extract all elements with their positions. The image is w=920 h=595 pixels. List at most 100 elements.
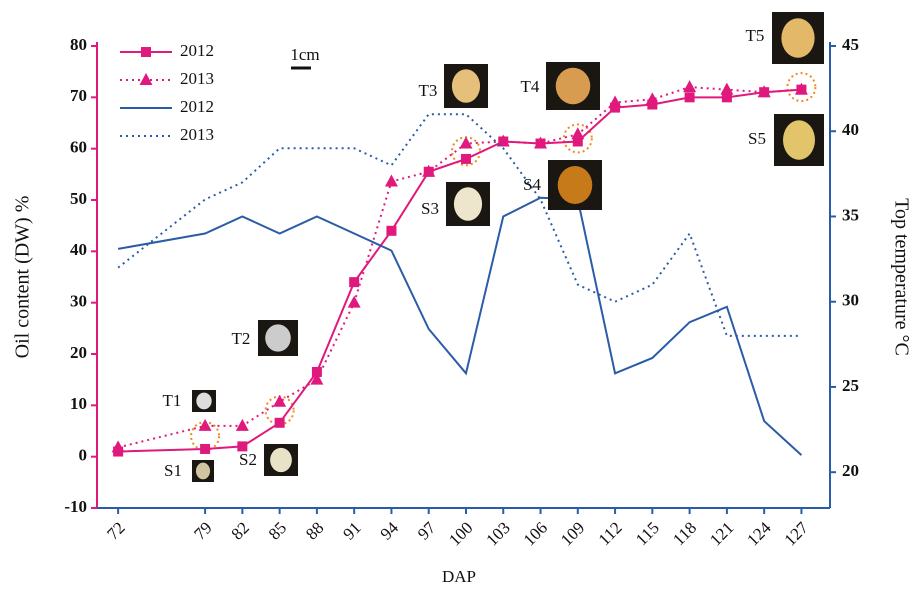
x-tick-label: 103	[482, 518, 513, 549]
legend-marker	[141, 47, 151, 57]
legend-label: 2012	[180, 97, 214, 116]
point	[794, 82, 808, 95]
y-tick-label: 20	[70, 343, 87, 362]
x-tick-label: 100	[445, 518, 476, 549]
legend-marker	[139, 73, 153, 85]
annotation: S1	[164, 461, 182, 480]
x-tick-label: 85	[265, 518, 290, 543]
point	[273, 394, 287, 407]
point	[645, 92, 659, 105]
y2-tick-label: 20	[842, 461, 859, 480]
point	[610, 102, 621, 113]
point	[386, 225, 397, 236]
x-axis-label: DAP	[442, 567, 476, 586]
point	[608, 95, 622, 108]
x-tick-label: 88	[302, 518, 327, 543]
seed	[783, 120, 815, 160]
y-tick-label: 50	[70, 189, 87, 208]
point	[721, 92, 732, 103]
x-tick-label: 118	[669, 518, 700, 549]
y-tick-label: 10	[70, 394, 87, 413]
annotation: 1cm	[290, 45, 319, 64]
point	[572, 136, 583, 147]
annotation: S4	[523, 175, 541, 194]
point	[311, 366, 322, 377]
y2-tick-label: 35	[842, 205, 859, 224]
point	[198, 418, 212, 431]
x-tick-label: 72	[103, 518, 128, 543]
point	[683, 80, 697, 93]
series-line	[118, 88, 802, 453]
annotation: T1	[163, 391, 182, 410]
x-tick-label: 112	[595, 518, 626, 549]
seed	[270, 447, 292, 473]
x-tick-label: 124	[743, 518, 775, 550]
point	[384, 174, 398, 187]
y-tick-label: 70	[70, 86, 87, 105]
point	[496, 134, 510, 147]
y2-tick-label: 30	[842, 291, 859, 310]
highlight-circle	[562, 123, 593, 154]
x-tick-label: 97	[414, 518, 440, 544]
annotation: T3	[419, 81, 438, 100]
x-tick-label: 91	[339, 518, 364, 543]
point	[274, 417, 285, 428]
point	[684, 92, 695, 103]
y-tick-label: -10	[64, 497, 87, 516]
seed	[196, 392, 212, 410]
point	[460, 153, 471, 164]
seed	[195, 462, 211, 480]
y-tick-label: 40	[70, 240, 87, 259]
seed	[557, 166, 593, 204]
point	[757, 85, 771, 98]
y-axis-label: Oil content (DW) %	[12, 196, 34, 359]
y2-tick-label: 25	[842, 376, 859, 395]
highlight-circle	[786, 72, 817, 103]
annotation: S2	[239, 450, 257, 469]
legend-label: 2013	[180, 69, 214, 88]
y-tick-label: 30	[70, 292, 87, 311]
point	[347, 295, 361, 308]
seed	[265, 324, 291, 352]
y2-axis-label: Top temperature °C	[890, 198, 912, 356]
x-tick-label: 115	[632, 518, 663, 549]
x-tick-label: 106	[520, 518, 551, 549]
annotation: T5	[746, 26, 765, 45]
point	[647, 99, 658, 110]
point	[200, 443, 211, 454]
x-tick-label: 121	[706, 518, 737, 549]
annotation: T4	[521, 77, 540, 96]
point	[349, 277, 360, 288]
y-tick-label: 0	[79, 446, 88, 465]
y-tick-label: 60	[70, 138, 87, 157]
annotation: S5	[748, 129, 766, 148]
x-tick-label: 79	[190, 518, 215, 543]
seed	[555, 67, 591, 105]
point	[534, 136, 548, 149]
y2-tick-label: 45	[842, 35, 859, 54]
series-line	[117, 113, 802, 337]
x-tick-label: 94	[377, 518, 403, 544]
legend-label: 2012	[180, 41, 214, 60]
point	[237, 441, 248, 452]
annotation: T2	[232, 329, 251, 348]
x-tick-label: 82	[227, 518, 252, 543]
seed	[451, 69, 481, 103]
x-tick-label: 109	[557, 518, 588, 549]
series-line	[117, 196, 803, 456]
x-tick-label: 127	[781, 518, 813, 550]
y-tick-label: 80	[70, 35, 87, 54]
series-line	[117, 86, 802, 449]
point	[310, 372, 324, 385]
y2-tick-label: 40	[842, 120, 859, 139]
point	[111, 440, 125, 453]
point	[422, 164, 436, 177]
point	[235, 418, 249, 431]
point	[720, 82, 734, 95]
point	[571, 127, 585, 140]
seed	[453, 187, 483, 221]
seed	[781, 18, 815, 58]
legend-label: 2013	[180, 125, 214, 144]
point	[459, 136, 473, 149]
